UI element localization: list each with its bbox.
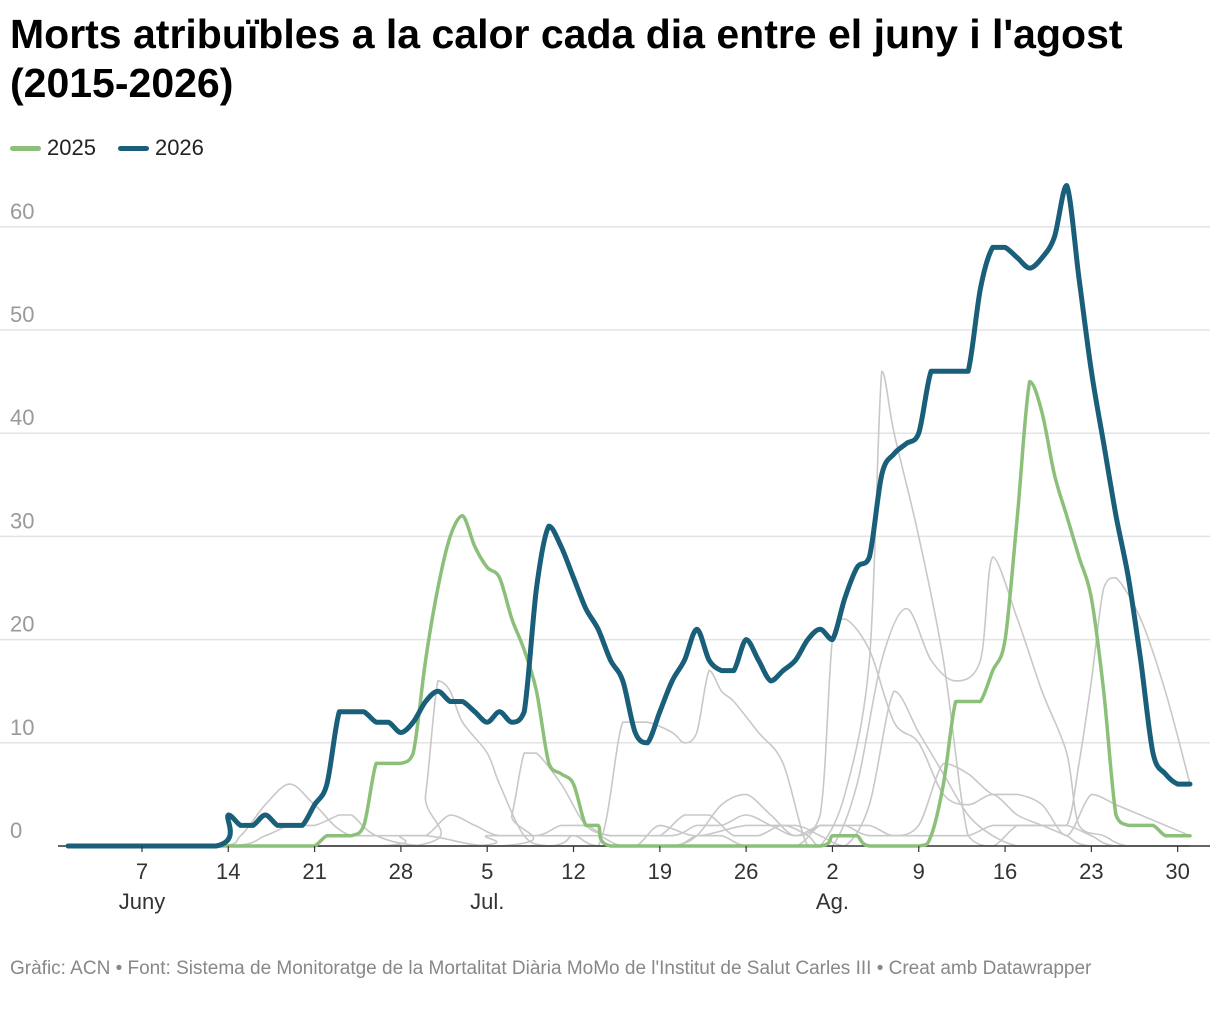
legend-swatch-2026 bbox=[117, 145, 149, 151]
y-tick-label: 50 bbox=[10, 302, 34, 327]
x-month-label: Juny bbox=[119, 889, 165, 914]
x-tick-label: 21 bbox=[302, 859, 326, 884]
x-tick-label: 5 bbox=[481, 859, 493, 884]
x-tick-label: 14 bbox=[216, 859, 240, 884]
background-year-line bbox=[68, 556, 1190, 847]
x-tick-label: 28 bbox=[389, 859, 413, 884]
x-tick-label: 26 bbox=[734, 859, 758, 884]
background-year-line bbox=[68, 370, 1191, 847]
chart-legend: 2025 2026 bbox=[10, 135, 204, 161]
x-tick-label: 7 bbox=[136, 859, 148, 884]
legend-label-2026: 2026 bbox=[154, 135, 204, 160]
series-line-2025 bbox=[66, 379, 1192, 848]
y-tick-label: 60 bbox=[10, 199, 34, 224]
x-tick-label: 23 bbox=[1079, 859, 1103, 884]
x-tick-label: 30 bbox=[1165, 859, 1189, 884]
chart-footer: Gràfic: ACN • Font: Sistema de Monitorat… bbox=[10, 958, 1092, 979]
x-tick-label: 12 bbox=[561, 859, 585, 884]
y-tick-label: 0 bbox=[10, 818, 22, 843]
x-tick-label: 16 bbox=[993, 859, 1017, 884]
series-line-2026 bbox=[65, 183, 1193, 849]
y-tick-label: 20 bbox=[10, 612, 34, 637]
y-tick-label: 10 bbox=[10, 715, 34, 740]
legend-swatch-2025 bbox=[10, 145, 41, 151]
y-tick-label: 40 bbox=[10, 405, 34, 430]
x-tick-label: 2 bbox=[826, 859, 838, 884]
background-year-line bbox=[68, 814, 1190, 847]
chart-title: Morts atribuïbles a la calor cada dia en… bbox=[10, 11, 1123, 106]
background-year-line bbox=[68, 690, 1190, 847]
x-month-label: Jul. bbox=[470, 889, 504, 914]
x-tick-label: 9 bbox=[913, 859, 925, 884]
legend-label-2025: 2025 bbox=[47, 135, 96, 160]
y-tick-label: 30 bbox=[10, 508, 34, 533]
background-year-line bbox=[68, 618, 1190, 847]
background-year-line bbox=[68, 762, 1191, 847]
legend-item-2025: 2025 bbox=[10, 135, 96, 161]
x-month-label: Ag. bbox=[816, 889, 849, 914]
legend-item-2026: 2026 bbox=[117, 135, 204, 161]
line-chart: 0 10 20 30 40 50 60 7 Juny 14 21 28 5 Jul. 12 19 26 2 Ag. 9… bbox=[0, 183, 1210, 914]
x-tick-label: 19 bbox=[648, 859, 672, 884]
